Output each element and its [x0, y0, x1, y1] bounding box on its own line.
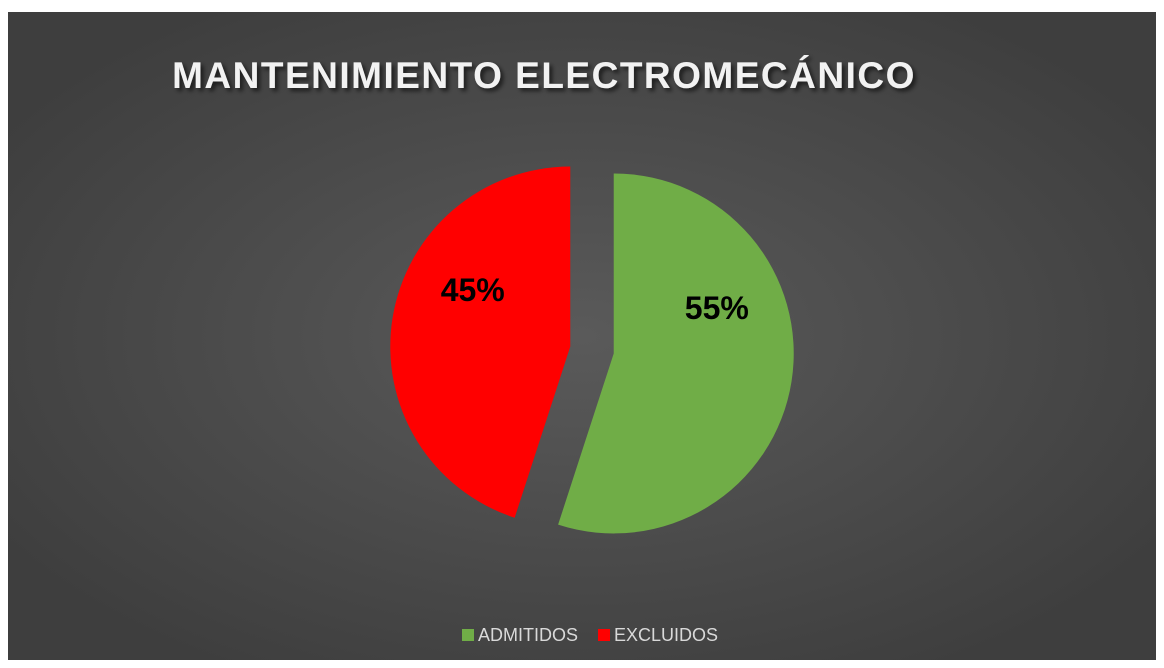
data-label: 45% — [441, 272, 505, 308]
legend-label: EXCLUIDOS — [614, 625, 718, 645]
pie-slice — [558, 173, 794, 534]
chart-title: MANTENIMIENTO ELECTROMECÁNICO — [172, 55, 916, 96]
legend-swatch — [598, 629, 611, 641]
pie-slice — [390, 166, 571, 518]
legend-swatch — [462, 629, 474, 641]
chart-area — [8, 12, 1156, 660]
legend-label: ADMITIDOS — [478, 625, 578, 645]
data-label: 55% — [685, 290, 749, 326]
